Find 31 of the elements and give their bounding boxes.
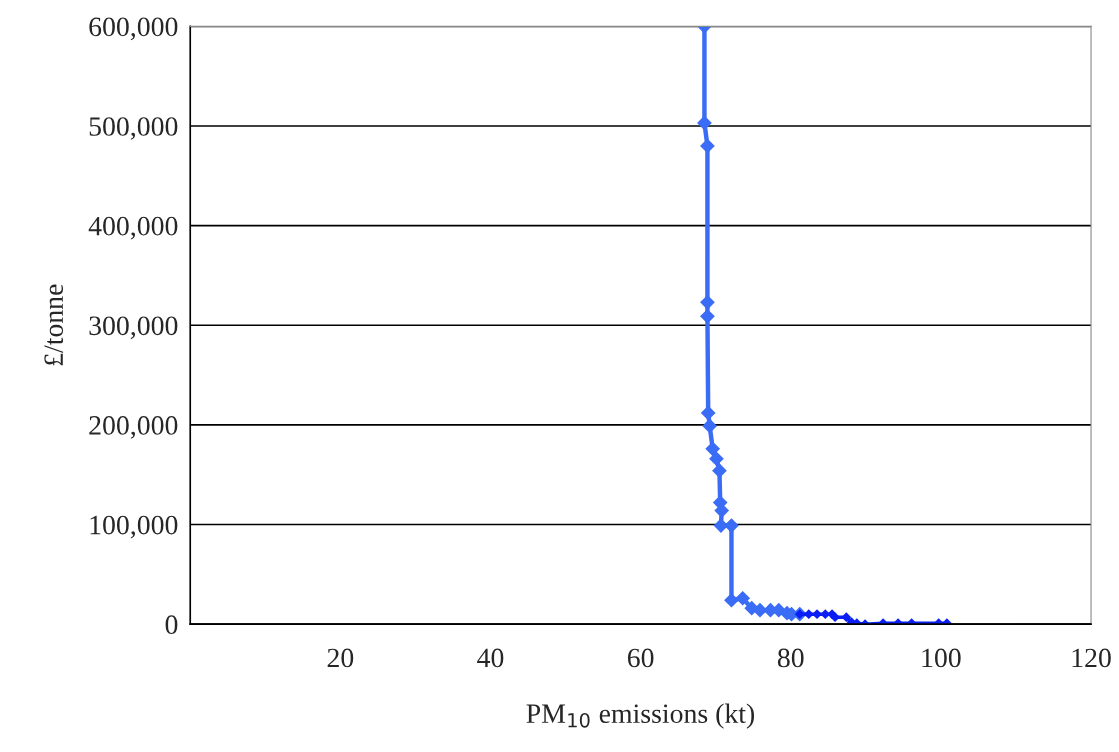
- y-tick-label: 400,000: [88, 216, 178, 240]
- y-tick-label: 600,000: [89, 17, 178, 41]
- point: [700, 138, 715, 154]
- point: [700, 308, 715, 324]
- y-axis-title: £/tonne: [44, 284, 64, 366]
- point: [735, 590, 751, 606]
- point: [697, 115, 712, 131]
- y-tick-label: 500,000: [89, 117, 178, 140]
- y-tick-label: 100,000: [90, 515, 178, 539]
- x-axis-title: PM$_{10}$ emissions (kt): [526, 703, 755, 729]
- x-tick-label: 120: [1072, 648, 1111, 668]
- x-tick-label: 60: [627, 648, 654, 668]
- y-tick-label: 200,000: [89, 416, 178, 439]
- point: [714, 503, 730, 518]
- point: [712, 463, 727, 479]
- point: [705, 441, 721, 457]
- y-tick-label: 0: [165, 615, 178, 635]
- x-tick-label: 40: [477, 648, 504, 668]
- x-tick-label: 20: [327, 648, 354, 668]
- x-tick-label: 80: [777, 648, 804, 668]
- point: [700, 405, 716, 421]
- point: [700, 294, 715, 310]
- y-tick-label: 300,000: [89, 316, 178, 340]
- point: [709, 451, 724, 467]
- point: [841, 612, 852, 623]
- point: [812, 609, 822, 620]
- point: [752, 602, 768, 618]
- point: [702, 418, 718, 434]
- x-tick-label: 100: [922, 648, 961, 668]
- point: [724, 518, 739, 533]
- point: [724, 592, 739, 608]
